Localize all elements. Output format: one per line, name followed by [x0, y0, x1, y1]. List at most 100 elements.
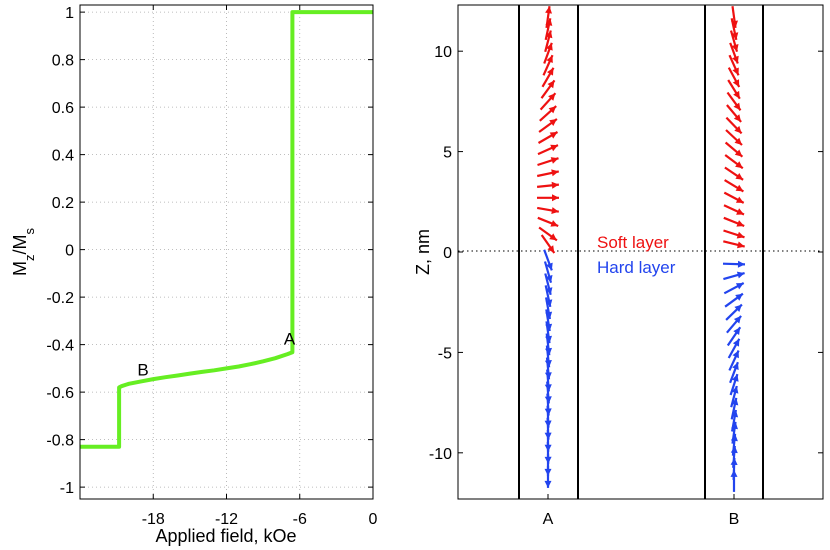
- spin-arrow-head: [731, 374, 739, 382]
- spin-arrow-head: [550, 144, 558, 152]
- spin-arrow: [725, 303, 743, 321]
- hard-layer-label: Hard layer: [597, 258, 676, 277]
- spin-arrow-head: [737, 241, 745, 249]
- spin-arrow: [727, 338, 741, 359]
- spin-arrow-head: [735, 293, 743, 301]
- spin-arrow-head: [731, 386, 739, 394]
- spin-arrow-head: [545, 6, 552, 14]
- annotation-a: A: [284, 330, 296, 349]
- y-tick-label: -0.4: [46, 338, 74, 355]
- spin-arrow: [544, 30, 553, 53]
- spin-arrow: [538, 226, 558, 242]
- spin-arrow-head: [551, 181, 559, 189]
- spin-arrow: [729, 361, 739, 384]
- spin-arrow: [723, 216, 745, 228]
- spin-arrow-head: [545, 30, 553, 39]
- spin-arrow-head: [547, 67, 554, 76]
- x-tick-label: 0: [369, 511, 378, 528]
- x-tick-label: -6: [293, 511, 307, 528]
- spin-arrow: [724, 292, 744, 308]
- spin-arrow: [537, 216, 559, 228]
- z-tick-label: -10: [429, 446, 452, 463]
- y-tick-label: 0.4: [52, 148, 74, 165]
- spin-arrow: [722, 260, 746, 268]
- spin-arrow-head: [731, 397, 739, 406]
- spin-arrow-head: [732, 55, 739, 64]
- left-x-axis-label: Applied field, kOe: [155, 526, 296, 546]
- spin-arrow-head: [546, 262, 553, 271]
- spin-arrow-head: [736, 231, 745, 239]
- spin-arrow: [537, 144, 559, 156]
- spin-arrow-head: [549, 119, 557, 126]
- spin-arrow: [539, 92, 557, 111]
- right-plot-frame: [457, 4, 824, 500]
- left-ticks: -18 -12 -6 0 1 0.8 0.6 0.4 0.2 0 -0.2 -0.4 -0.6 -0.8 -…: [46, 5, 378, 528]
- column-label-b: B: [729, 511, 740, 528]
- spin-arrow: [723, 229, 745, 239]
- x-tick-label: -12: [215, 511, 238, 528]
- spin-arrow-head: [734, 137, 742, 145]
- spin-arrow: [537, 206, 559, 214]
- y-tick-label: -0.2: [46, 290, 74, 307]
- z-tick-label: 10: [434, 44, 452, 61]
- y-tick-label: 0.6: [52, 100, 74, 117]
- z-tick-label: 0: [443, 245, 452, 262]
- spin-arrow: [724, 154, 744, 170]
- spin-arrow: [724, 166, 744, 181]
- left-plot-frame: [79, 4, 374, 500]
- spin-arrow-head: [730, 469, 738, 477]
- annotation-b: B: [137, 361, 148, 380]
- z-tick-label: 5: [443, 145, 452, 162]
- left-grid: [80, 5, 373, 499]
- spin-arrow: [730, 469, 738, 492]
- spin-arrow: [537, 131, 559, 144]
- spin-arrow-head: [547, 80, 555, 89]
- spin-arrow-head: [735, 283, 744, 290]
- spin-arrow-head: [733, 102, 741, 111]
- ylabel-m: M: [10, 261, 30, 276]
- spin-arrow: [726, 326, 742, 347]
- right-y-axis-label: Z, nm: [413, 229, 433, 275]
- right-plot-background: [458, 5, 823, 499]
- column-label-a: A: [543, 511, 554, 528]
- spin-arrow: [541, 67, 555, 88]
- spin-arrow-head: [732, 67, 739, 76]
- spin-arrow-head: [546, 55, 553, 63]
- spin-arrow: [729, 373, 739, 396]
- y-tick-label: 0.8: [52, 53, 74, 70]
- spin-arrow: [537, 194, 559, 202]
- spin-arrow-head: [732, 79, 740, 87]
- magnetization-curve: [80, 10, 373, 449]
- right-ticks: 10 5 0 -5 -10 A B: [429, 44, 823, 528]
- spin-arrow: [540, 234, 556, 254]
- spin-arrow-head: [550, 220, 559, 227]
- spin-arrow-head: [731, 421, 738, 430]
- spin-arrow: [726, 104, 742, 123]
- spin-arrow: [723, 240, 745, 249]
- spin-arrow-head: [552, 194, 559, 202]
- spin-arrow: [723, 191, 745, 204]
- spin-arrow-head: [732, 362, 739, 370]
- soft-layer-label: Soft layer: [597, 233, 669, 252]
- spin-arrow-head: [734, 304, 742, 312]
- spin-arrow-head: [550, 157, 559, 164]
- spin-arrow-head: [735, 161, 743, 169]
- spin-arrows: [536, 6, 746, 492]
- spin-arrow-head: [732, 338, 740, 347]
- spin-arrow: [726, 91, 742, 111]
- spin-arrow: [724, 179, 744, 193]
- spin-arrow-head: [735, 184, 744, 192]
- spin-arrow: [729, 42, 739, 64]
- spin-arrow-head: [733, 315, 742, 324]
- spin-arrow: [538, 118, 558, 133]
- ylabel-sub-z: z: [22, 255, 37, 262]
- spin-arrow-head: [731, 409, 739, 418]
- left-plot-background: [80, 5, 373, 499]
- spin-arrow-head: [733, 327, 741, 335]
- y-tick-label: -0.6: [46, 385, 74, 402]
- z-tick-label: -5: [438, 345, 452, 362]
- spin-arrow: [726, 315, 742, 334]
- spin-arrow: [540, 79, 556, 99]
- hysteresis-panel: -18 -12 -6 0 1 0.8 0.6 0.4 0.2 0 -0.2 -0.4 -0.6 -0.8 -…: [10, 4, 378, 546]
- spin-arrow: [543, 249, 553, 271]
